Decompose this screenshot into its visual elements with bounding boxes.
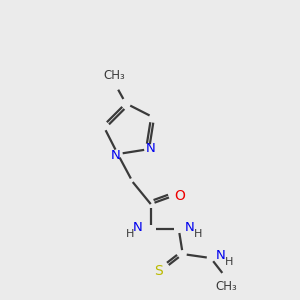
Text: N: N (146, 142, 156, 154)
Text: N: N (111, 148, 121, 162)
Text: CH₃: CH₃ (103, 69, 125, 82)
Text: H: H (126, 229, 134, 239)
Text: O: O (174, 189, 185, 203)
Text: S: S (154, 264, 163, 278)
Text: N: N (133, 220, 142, 234)
Text: H: H (194, 229, 202, 239)
Text: N: N (185, 220, 195, 234)
Text: CH₃: CH₃ (216, 280, 238, 292)
Text: H: H (225, 257, 233, 267)
Text: N: N (216, 249, 226, 262)
